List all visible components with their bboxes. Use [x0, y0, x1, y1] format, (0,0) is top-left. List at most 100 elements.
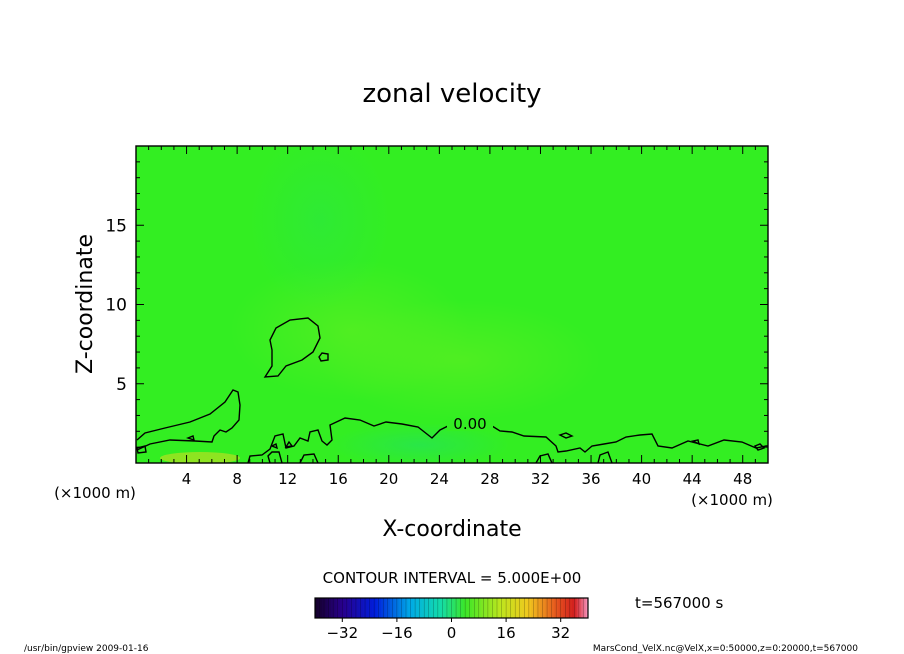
colorbar-swatch	[442, 598, 446, 618]
colorbar-swatch	[333, 598, 336, 618]
colorbar-swatch	[522, 598, 525, 618]
colorbar-swatch	[415, 598, 418, 618]
colorbar-swatch	[547, 598, 550, 618]
colorbar-swatch	[485, 598, 489, 618]
colorbar-swatch	[433, 598, 437, 618]
colorbar-swatch	[460, 598, 464, 618]
colorbar-swatch	[512, 598, 516, 618]
colorbar-swatch	[335, 598, 339, 618]
colorbar-swatch	[317, 598, 321, 618]
colorbar-swatch	[558, 598, 562, 618]
colorbar-swatch	[319, 598, 323, 618]
colorbar-swatch	[515, 598, 518, 618]
y-axis-label: Z-coordinate	[73, 234, 98, 374]
colorbar-swatch	[506, 598, 509, 618]
colorbar-tick-label: −32	[326, 624, 358, 642]
colorbar-swatch	[544, 598, 548, 618]
plot-area: 0.00	[135, 145, 769, 464]
colorbar-tick-label: 0	[447, 624, 457, 642]
y-axis-ticks: 5 10 15	[105, 161, 768, 448]
colorbar-swatch	[385, 598, 389, 618]
colorbar-swatch	[578, 598, 582, 618]
colorbar-swatch	[542, 598, 546, 618]
x-axis-label: X-coordinate	[382, 517, 521, 542]
contour-label: 0.00	[453, 415, 486, 433]
x-tick-label: 4	[182, 470, 192, 488]
colorbar-swatch	[406, 598, 409, 618]
colorbar-swatch	[344, 598, 348, 618]
colorbar-swatch	[572, 598, 575, 618]
colorbar-swatch	[383, 598, 387, 618]
colorbar-swatch	[401, 598, 405, 618]
colorbar-swatch	[376, 598, 380, 618]
colorbar-swatch	[540, 598, 543, 618]
x-unit-left: (×1000 m)	[54, 484, 136, 502]
colorbar-swatch	[369, 598, 373, 618]
time-label: t=567000 s	[635, 594, 723, 612]
colorbar-swatch	[337, 598, 341, 618]
contour-left-lobe	[136, 389, 241, 451]
colorbar-swatch	[494, 598, 498, 618]
colorbar-swatch	[481, 598, 484, 618]
colorbar-swatch	[576, 598, 580, 618]
colorbar-swatch	[435, 598, 439, 618]
colorbar-swatch	[353, 598, 357, 618]
colorbar-swatch	[362, 598, 366, 618]
colorbar-swatch	[342, 598, 346, 618]
colorbar-swatch	[462, 598, 466, 618]
colorbar-swatch	[483, 598, 487, 618]
colorbar-swatch	[378, 598, 382, 618]
colorbar-swatch	[524, 598, 528, 618]
colorbar-swatch	[533, 598, 537, 618]
y-tick-label: 15	[105, 216, 127, 236]
colorbar-swatch	[326, 598, 330, 618]
colorbar-swatch	[349, 598, 352, 618]
colorbar-swatch	[419, 598, 423, 618]
colorbar-swatch	[437, 598, 441, 618]
colorbar-swatch	[453, 598, 457, 618]
colorbar-swatch	[410, 598, 414, 618]
x-tick-label: 40	[632, 470, 651, 488]
colorbar-swatch	[565, 598, 569, 618]
colorbar-swatch	[551, 598, 555, 618]
colorbar-swatch	[451, 598, 455, 618]
contour-interval-text: CONTOUR INTERVAL = 5.000E+00	[323, 569, 582, 587]
colorbar-swatch	[537, 598, 541, 618]
colorbar-swatch	[328, 598, 332, 618]
colorbar-swatch	[358, 598, 361, 618]
colorbar-swatch	[528, 598, 532, 618]
colorbar-swatch	[583, 598, 587, 618]
colorbar-swatch	[469, 598, 473, 618]
colorbar	[314, 598, 589, 618]
colorbar-swatch	[365, 598, 368, 618]
colorbar-swatch	[324, 598, 327, 618]
x-tick-label: 20	[379, 470, 398, 488]
colorbar-tick-label: 16	[497, 624, 516, 642]
colorbar-ticks: −32 −16 0 16 32	[326, 618, 570, 642]
colorbar-swatch	[560, 598, 564, 618]
colorbar-swatch	[424, 598, 427, 618]
colorbar-swatch	[417, 598, 421, 618]
colorbar-swatch	[387, 598, 391, 618]
colorbar-swatch	[553, 598, 557, 618]
colorbar-swatch	[567, 598, 571, 618]
colorbar-swatch	[526, 598, 530, 618]
colorbar-swatch	[581, 598, 584, 618]
colorbar-tick-label: 32	[551, 624, 570, 642]
contour-label-bg	[447, 417, 493, 431]
colorbar-swatch	[392, 598, 396, 618]
colorbar-swatch	[321, 598, 325, 618]
colorbar-swatch	[549, 598, 553, 618]
colorbar-swatch	[499, 598, 503, 618]
colorbar-swatch	[519, 598, 523, 618]
colorbar-swatch	[490, 598, 493, 618]
colorbar-swatch	[374, 598, 377, 618]
colorbar-swatch	[444, 598, 448, 618]
colorbar-swatch	[458, 598, 462, 618]
colorbar-swatch	[340, 598, 343, 618]
x-axis-ticks: 4 8 12 16 20 24 28 32 36 40 44 48	[148, 146, 756, 488]
contour-small-blob	[318, 352, 329, 362]
colorbar-swatch	[531, 598, 534, 618]
colorbar-swatch	[446, 598, 450, 618]
